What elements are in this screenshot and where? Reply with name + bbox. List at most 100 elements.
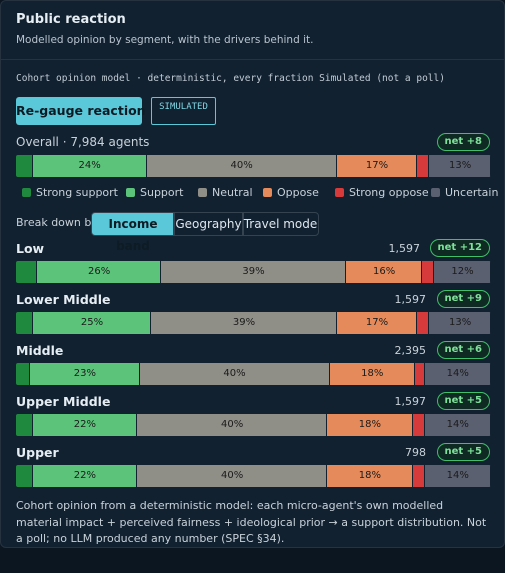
bar-segment [16,155,33,177]
bar-segment: 13% [429,312,491,334]
segment-label: 16% [373,266,396,277]
row-name: Lower Middle [16,292,111,307]
footer-note: Cohort opinion from a deterministic mode… [16,499,487,545]
segment-bar: 22% 40% 18% 14% [16,414,491,436]
bar-segment [422,261,434,283]
legend-swatch [263,188,272,197]
segment-label: 40% [221,470,244,481]
model-note: Cohort opinion model · deterministic, ev… [16,73,445,84]
segment-label: 12% [451,266,474,277]
bar-segment [16,465,33,487]
segment-bar: 25% 39% 17% 13% [16,312,491,334]
overall-label: Overall · 7,984 agents [16,135,150,149]
segment-bar: 22% 40% 18% 14% [16,465,491,487]
segment-label: 23% [73,368,96,379]
bar-segment: 24% [32,155,147,177]
segment-label: 24% [78,160,101,171]
bar-segment: 40% [137,465,328,487]
segment-label: 14% [446,470,469,481]
bar-segment: 14% [424,414,491,436]
bar-segment: 40% [137,414,328,436]
subtitle: Modelled opinion by segment, with the dr… [16,34,314,46]
net-pill: net +12 [429,239,490,257]
segment-label: 25% [80,317,104,328]
title: Public reaction [16,12,126,27]
bar-segment [417,155,430,177]
segment-label: 18% [358,419,381,430]
legend-label: Support [140,186,184,199]
net-pill: net +8 [436,133,490,151]
legend-label: Neutral [212,186,253,199]
bar-segment [16,312,33,334]
bar-segment [417,312,430,334]
tab[interactable]: Travel mode [242,212,319,236]
bar-segment: 13% [429,155,491,177]
segment-label: 22% [73,470,96,481]
legend-label: Strong support [36,186,118,199]
legend-label: Uncertain [445,186,499,199]
agent-count: 1,597 [394,293,427,306]
bar-segment: 14% [424,363,491,385]
segment-bar: 26% 39% 16% 12% [16,261,491,283]
legend-swatch [126,188,135,197]
bar-segment [415,363,425,385]
overall-bar: 24% 40% 17% 13% [16,155,491,177]
bar-segment: 18% [327,414,413,436]
segment-label: 40% [230,160,253,171]
bar-segment: 40% [139,363,330,385]
segment-label: 39% [242,266,265,277]
bar-segment: 22% [32,414,138,436]
legend-label: Strong oppose [349,186,429,199]
segment-label: 14% [446,419,469,430]
legend-swatch [431,188,440,197]
segment-label: 22% [73,419,96,430]
segment-label: 17% [365,317,389,328]
bar-segment: 40% [146,155,337,177]
segment-label: 13% [449,160,472,171]
segment-bar: 23% 40% 18% 14% [16,363,491,385]
legend-label: Oppose [277,186,319,199]
segment-label: 17% [365,160,389,171]
bar-segment: 12% [434,261,491,283]
bar-segment: 17% [336,312,418,334]
agent-count: 2,395 [394,344,427,357]
bar-segment: 17% [336,155,418,177]
agent-count: 1,597 [388,242,421,255]
breakdown-label: Break down by [16,216,98,229]
bar-segment: 25% [32,312,152,334]
bar-segment [412,414,425,436]
bar-segment: 14% [424,465,491,487]
regauge-button[interactable]: Re-gauge reaction [16,97,146,125]
row-name: Upper [16,445,59,460]
bar-segment: 39% [151,312,337,334]
bar-segment [412,465,425,487]
legend-swatch [335,188,344,197]
panel: Public reaction Modelled opinion by segm… [0,0,505,548]
segment-label: 26% [88,266,111,277]
simulated-badge: SIMULATED [151,97,216,125]
agent-count: 798 [405,446,426,459]
bar-segment [16,414,33,436]
net-pill: net +6 [436,341,490,359]
bar-segment [16,363,31,385]
row-name: Middle [16,343,64,358]
segment-label: 14% [446,368,469,379]
tab[interactable]: Income band [91,212,175,253]
segment-label: 40% [221,419,244,430]
legend-swatch [22,188,31,197]
divider [1,59,504,60]
segment-label: 13% [449,317,472,328]
net-pill: net +9 [436,290,490,308]
bar-segment: 26% [37,261,161,283]
segment-label: 18% [358,470,381,481]
agent-count: 1,597 [394,395,427,408]
tab[interactable]: Geography [173,212,244,236]
segment-label: 18% [361,368,384,379]
bar-segment: 39% [160,261,347,283]
bar-segment: 22% [32,465,138,487]
segment-label: 40% [223,368,246,379]
net-pill: net +5 [436,392,490,410]
bar-segment: 16% [346,261,423,283]
bar-segment: 18% [327,465,413,487]
